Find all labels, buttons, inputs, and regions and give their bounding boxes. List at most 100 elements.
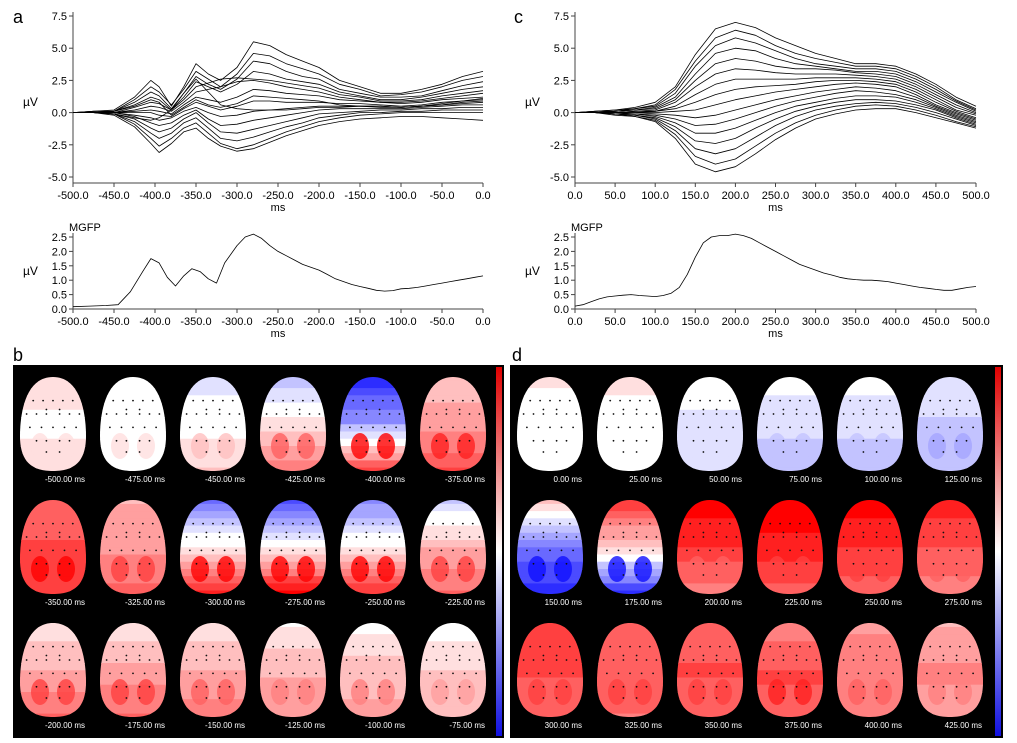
electrode-dot [975,659,978,661]
electrode-dot [355,659,358,661]
topomap-band [517,409,583,418]
electrode-dot [205,654,208,657]
topomap-band [597,713,663,717]
electrode-dot [526,426,528,429]
electrode-dot [875,439,878,442]
topomap-band [757,641,823,650]
electrode-dot [779,522,781,525]
electrode-dot [311,645,314,648]
electrode-dot [378,439,381,442]
electrode-dot [937,672,940,675]
topomap-band [757,547,823,556]
electrode-dot [120,672,123,675]
electrode-dot [218,697,221,699]
electrode-dot [612,562,615,565]
electrode-dot [795,408,798,411]
topomap-band [260,525,326,534]
electrode-dot [575,413,578,415]
electrode-dot [458,439,461,442]
topomap-band [340,554,406,563]
electrode-dot [272,522,275,525]
electrode-dot [52,549,54,552]
topomap-band [517,532,583,541]
electrode-dot [762,659,765,661]
electrode-dot [955,654,958,657]
topomap-band [340,684,406,693]
topomap-band [180,460,246,469]
topomap-band [917,453,983,462]
electrode-dot [875,413,878,415]
topomap-band [917,424,983,433]
electrode-dot [205,536,208,538]
topomap-band [677,692,743,701]
d-topomap: 375.00 ms [757,623,823,730]
electrode-dot [318,413,321,415]
electrode-dot [308,685,311,688]
topomap-band [677,655,743,664]
topomap-band [837,663,903,672]
electrode-dot [645,536,648,538]
electrode-dot [395,426,397,429]
topomap-band [340,626,406,636]
topomap-band [757,525,823,534]
topomap-band [100,655,166,664]
electrode-dot [378,451,381,453]
electrode-dot [458,413,461,415]
topomap-lobe [688,679,706,705]
electrode-dot [965,659,968,661]
topomap-lobe [57,433,75,459]
topomap-band [677,547,743,556]
electrode-dot [462,645,464,648]
electrode-dot [308,536,311,538]
topomap-band [597,576,663,585]
electrode-dot [875,562,878,565]
topomap-band [677,467,743,471]
electrode-dot [205,659,208,661]
d-topomap: 300.00 ms [517,623,583,730]
electrode-dot [892,426,894,429]
electrode-dot [478,659,481,661]
electrode-dot [468,685,471,688]
series-line [575,68,977,115]
electrode-dot [542,439,545,442]
electrode-dot [228,659,231,661]
topomap-band [597,377,663,382]
electrode-dot [132,522,134,525]
topomap-band [677,670,743,679]
topomap-band [20,417,86,426]
electrode-dot [138,659,141,661]
electrode-dot [702,659,705,661]
y-tick-label: -2.5 [48,140,67,152]
topomap-band [420,500,486,505]
electrode-dot [846,672,848,675]
electrode-dot [205,451,208,453]
x-tick-label: -50.0 [429,190,454,202]
electrode-dot [949,549,951,552]
topomap-band [597,525,663,534]
electrode-dot [795,562,798,565]
electrode-dot [805,562,808,565]
electrode-dot [612,439,615,442]
topomap-band [260,713,326,717]
electrode-dot [645,562,648,565]
topomap-band [180,500,246,505]
electrode-dot [475,549,477,552]
topomap-time-label: -250.00 ms [365,598,405,607]
topomap-band [837,713,903,717]
electrode-dot [29,672,31,675]
topomap-time-label: 275.00 ms [945,598,982,607]
topomap-band [757,692,823,701]
topomap-band [677,583,743,592]
topomap-band [517,431,583,440]
electrode-dot [382,399,384,402]
electrode-dot [875,574,878,576]
topomap-band [757,402,823,411]
electrode-dot [378,562,381,565]
electrode-dot [955,659,958,661]
electrode-dot [975,536,978,538]
topomap-time-label: -225.00 ms [445,598,485,607]
topomap-band [420,623,486,628]
electrode-dot [138,408,141,411]
topomap-band [597,670,663,679]
x-tick-label: 200.0 [722,190,750,202]
